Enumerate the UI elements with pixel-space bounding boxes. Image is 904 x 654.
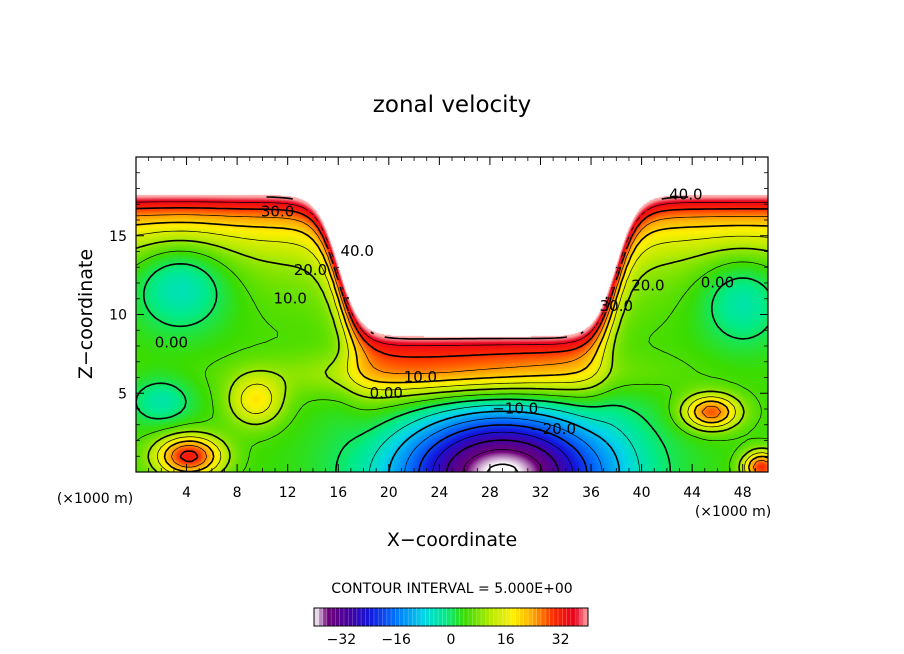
contour-level-35 [136,201,768,347]
contour-level-40 [266,196,689,340]
y-tick-label: 15 [109,229,127,245]
x-axis-ticks: 4 8 12 16 20 24 28 32 36 40 44 48 [148,157,756,501]
colorbar-frame [313,607,589,627]
x-tick-label: 4 [182,485,191,501]
x-tick-label: 28 [481,485,499,501]
colorbar-ticks: −32 −16 0 16 32 [317,608,585,648]
contour-label: 10.0 [274,289,307,307]
colorbar-tick-label: 32 [552,632,570,648]
contour-level-m20 [418,424,588,472]
x-unit-left: (×1000 m) [57,491,133,507]
colorbar-tick-label: −32 [327,632,357,648]
contour-label: 40.0 [669,185,702,203]
contour-label: 30.0 [261,203,294,221]
contour-level-15 [136,230,768,472]
contour-label: −20.0 [530,420,576,438]
contour-label: −10.0 [492,400,538,418]
y-tick-label: 10 [109,308,127,324]
contour-label: 0.00 [701,274,734,292]
x-axis-label: X−coordinate [387,529,517,551]
y-axis-ticks: 5 10 15 [109,172,768,457]
contour-lines [136,196,768,472]
x-tick-label: 24 [430,485,448,501]
colorbar-tick-label: 0 [447,632,456,648]
y-axis-label: Z−coordinate [75,249,97,379]
contour-label: 40.0 [340,242,373,260]
x-tick-label: 16 [329,485,347,501]
y-tick-label: 5 [118,386,127,402]
contour-level-0 [136,263,768,472]
contour-interval-text: CONTOUR INTERVAL = 5.000E+00 [331,581,572,597]
contour-level-5 [136,250,768,472]
contour-label: 30.0 [600,297,633,315]
contour-label: 20.0 [294,261,327,279]
contour-label: 0.00 [370,384,403,402]
x-tick-label: 40 [633,485,651,501]
contour-label: 0.00 [155,333,188,351]
contour-label: 20.0 [631,277,664,295]
contour-level-m25 [432,431,574,472]
colorbar [314,608,588,626]
x-tick-label: 20 [380,485,398,501]
x-tick-label: 44 [683,485,701,501]
x-tick-label: 36 [582,485,600,501]
colorbar-tick-label: 16 [497,632,515,648]
contour-level-m40 [486,463,519,472]
velocity-field [136,157,768,472]
contour-level-30 [136,207,768,463]
colorbar-tick-label: −16 [381,632,411,648]
chart-title: zonal velocity [373,92,531,118]
x-unit-right: (×1000 m) [695,504,771,520]
contour-label: 10.0 [404,368,437,386]
x-tick-label: 48 [734,485,752,501]
contour-labels: 30.040.020.010.00.0010.00.00−10.0−20.030… [155,185,734,438]
contour-level-m5 [368,404,641,472]
x-tick-label: 32 [532,485,550,501]
contour-level-10 [136,239,768,472]
x-tick-label: 8 [233,485,242,501]
x-tick-label: 12 [279,485,297,501]
contour-level-m15 [404,417,603,472]
contour-level-m30 [445,439,560,472]
